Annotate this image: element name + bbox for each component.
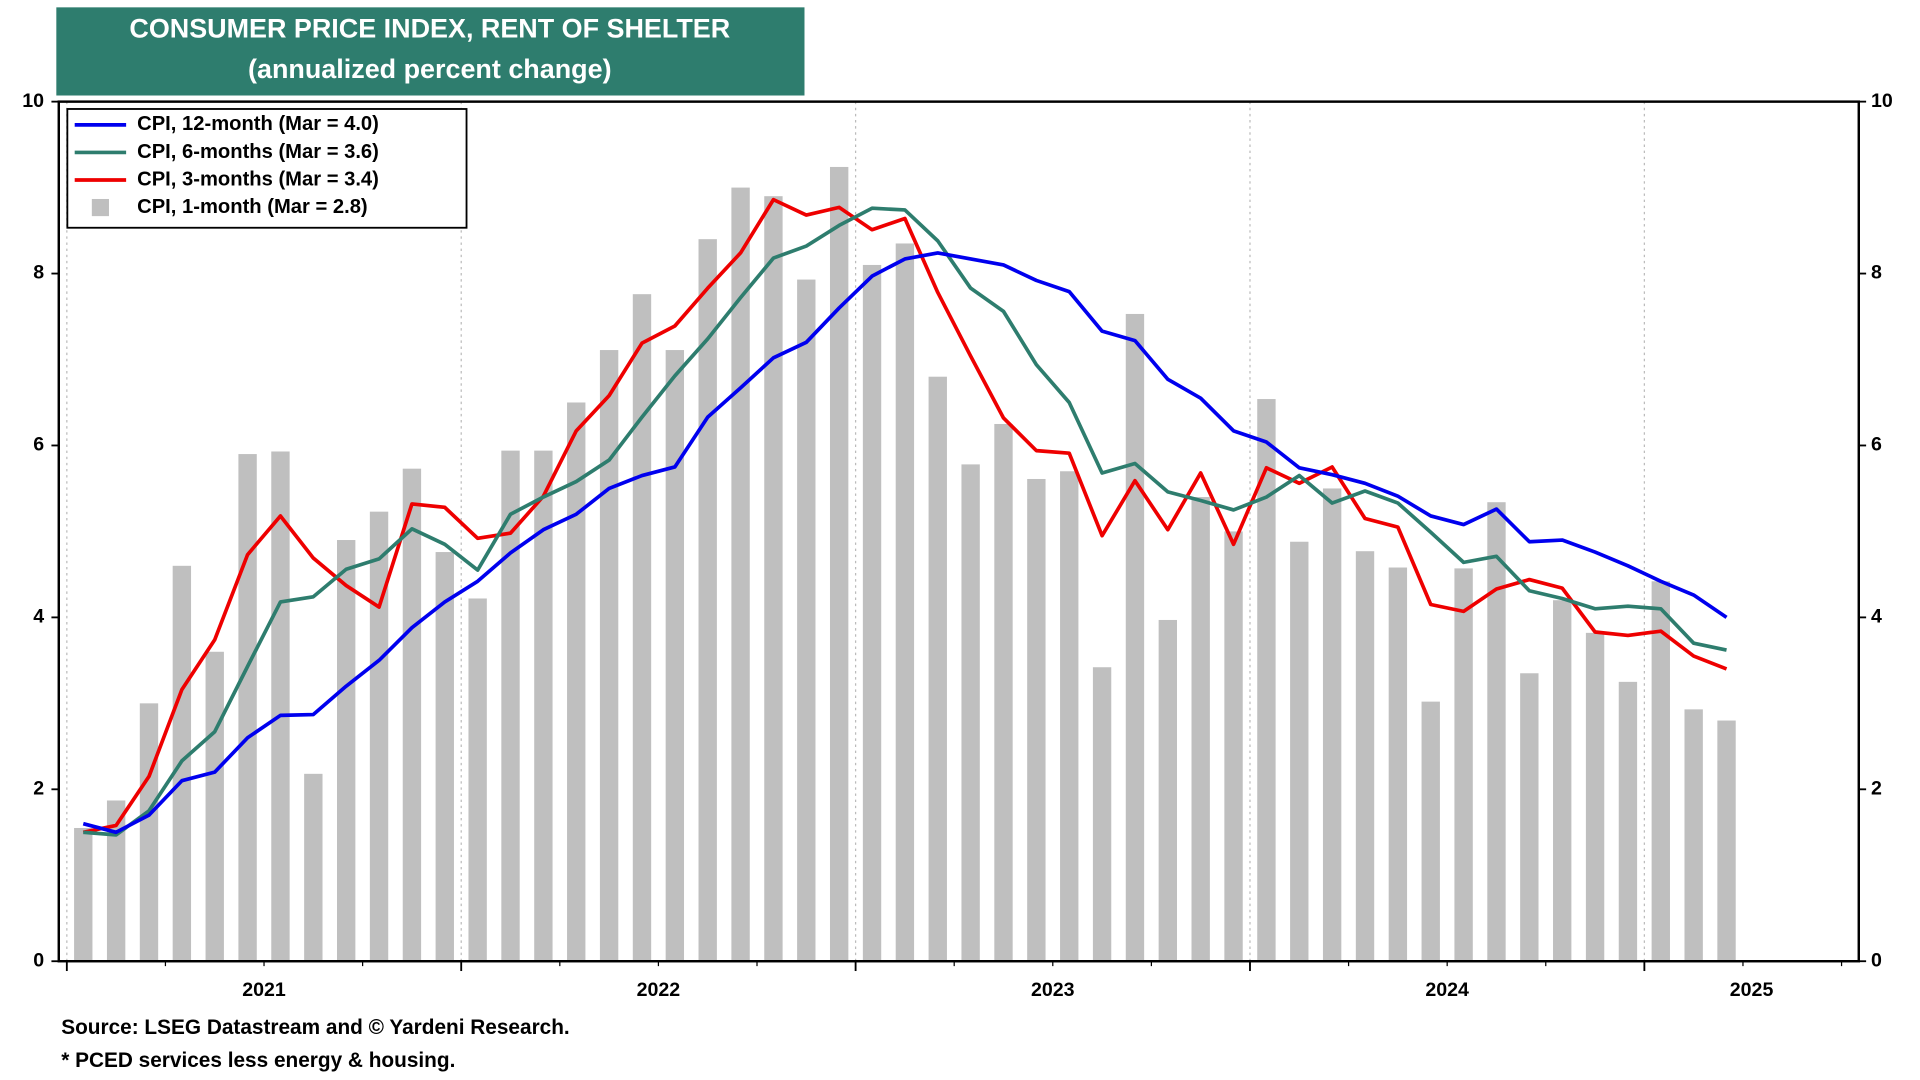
x-tick-label: 2025 [1730,979,1774,1001]
bar [271,451,290,962]
y-tick-label: 0 [33,949,44,971]
bar [139,703,159,962]
bar [402,468,422,962]
bar [1651,581,1670,962]
bar [1487,502,1506,962]
legend-box [66,108,468,229]
bar [1717,720,1736,962]
y-tick-label: 8 [33,262,44,284]
chart-title: CONSUMER PRICE INDEX, RENT OF SHELTER [129,14,730,44]
bar [1618,681,1638,962]
bar [1684,709,1703,962]
bar [994,423,1013,962]
title-box [56,7,805,96]
bar [337,540,356,962]
bar [731,187,750,962]
bar [797,279,816,962]
x-tick-label: 2024 [1425,979,1469,1001]
x-tick-label: 2021 [242,979,286,1001]
bar [862,264,882,962]
bar [304,773,323,962]
legend-label: CPI, 3-months (Mar = 3.4) [137,168,379,190]
bar [501,450,520,962]
bar [764,196,783,962]
bar [928,376,947,962]
bar [1421,701,1440,962]
bar [632,294,652,962]
bar [1060,471,1079,962]
footnote: * PCED services less energy & housing. [61,1049,455,1072]
y-tick-label: 2 [33,777,44,799]
line-series [82,197,1728,835]
bar [599,350,619,962]
chart-subtitle: (annualized percent change) [248,54,612,84]
x-tick-label: 2023 [1031,979,1075,1001]
x-tick-label: 2022 [637,979,681,1001]
plot-frame [57,100,1860,963]
bar [1553,600,1572,962]
bar [1355,551,1375,962]
y2-tick-label: 0 [1871,949,1882,971]
bar [665,350,685,962]
y2-tick-label: 6 [1871,434,1882,456]
legend-label: CPI, 6-months (Mar = 3.6) [137,141,379,163]
bar [698,239,717,962]
bar [1585,632,1605,962]
bar [369,511,389,962]
legend-swatch [91,198,109,217]
legend-label: CPI, 1-month (Mar = 2.8) [137,196,368,218]
bar [1388,567,1408,962]
y-tick-label: 4 [33,606,44,628]
bar [567,402,586,962]
bar [1454,568,1473,962]
y2-tick-label: 2 [1871,777,1882,799]
line-series [83,206,1727,837]
bar [468,598,487,962]
bar [1257,399,1276,962]
bar [1191,497,1210,962]
bar [106,800,126,962]
bar [435,552,454,962]
bar [205,651,224,962]
bar [1125,313,1145,962]
y2-tick-label: 4 [1871,606,1882,628]
bar [534,450,553,962]
bar [1224,531,1243,962]
bar [961,464,980,962]
bar [1027,478,1046,962]
bar [238,454,257,962]
bar [74,827,93,962]
y-tick-label: 10 [22,90,44,112]
y2-tick-label: 8 [1871,262,1882,284]
y2-tick-label: 10 [1871,90,1893,112]
bar [1322,488,1342,962]
bar [895,243,915,962]
y-tick-label: 6 [33,434,44,456]
bar [1158,619,1178,962]
bar [1290,541,1309,962]
bar [829,166,849,962]
bar [1092,667,1112,962]
line-series [82,251,1728,835]
bar [1520,673,1539,962]
source-note: Source: LSEG Datastream and © Yardeni Re… [61,1016,570,1039]
legend-label: CPI, 12-month (Mar = 4.0) [137,113,379,135]
